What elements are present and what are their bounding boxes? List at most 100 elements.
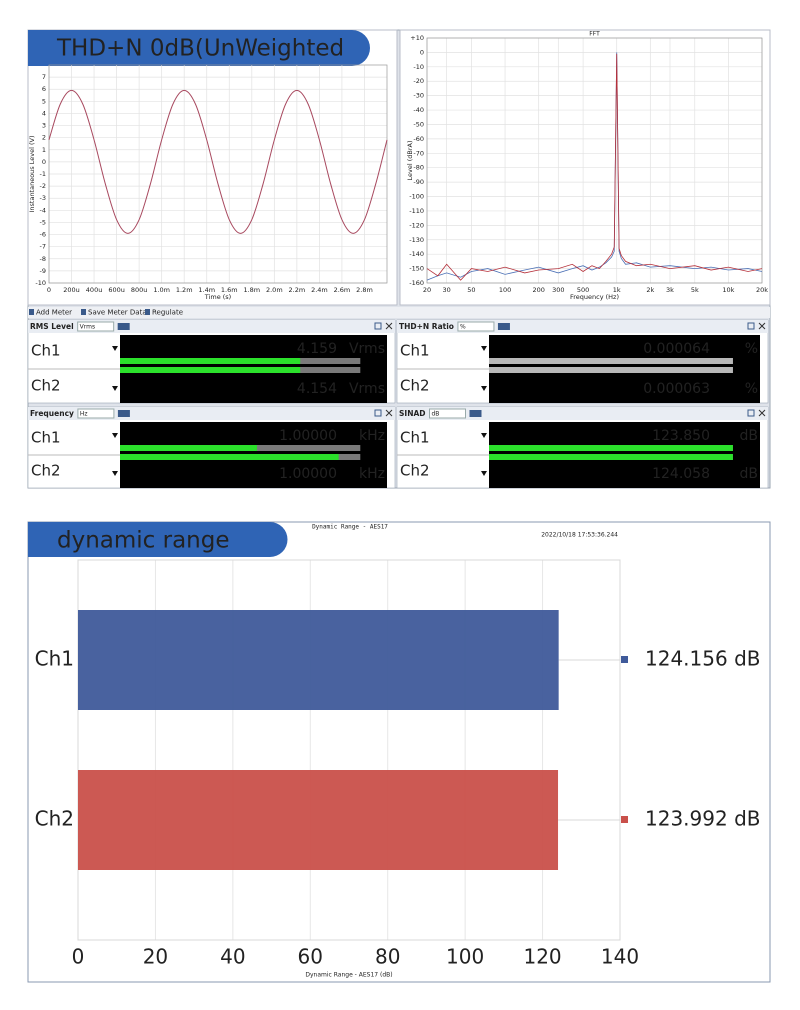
meter-value: 0.000064 xyxy=(643,341,710,357)
close-icon[interactable] xyxy=(385,409,393,417)
toolbar-button[interactable]: Add Meter xyxy=(36,309,72,317)
x-axis-label: Frequency (Hz) xyxy=(570,293,619,301)
channel-label: Ch2 xyxy=(31,377,61,395)
channel-dropdown[interactable] xyxy=(112,433,118,438)
x-axis-label: Time (s) xyxy=(204,293,231,301)
y-tick-label: 4 xyxy=(42,109,46,117)
y-tick-label: -60 xyxy=(413,135,424,143)
meter-value: 1.00000 xyxy=(279,428,337,444)
y-tick-label: -20 xyxy=(413,77,424,85)
y-tick-label: -80 xyxy=(413,164,424,172)
toolbar-icon xyxy=(81,309,86,315)
meter-unit: kHz xyxy=(359,466,385,482)
x-tick-label: 40 xyxy=(220,945,245,969)
meter-bar xyxy=(489,358,733,364)
popout-icon[interactable] xyxy=(747,322,755,330)
close-icon[interactable] xyxy=(385,322,393,330)
toolbar-button[interactable]: Regulate xyxy=(152,309,183,317)
x-tick-label: 10k xyxy=(722,286,734,294)
toolbar-icon xyxy=(29,309,34,315)
x-axis-label: Dynamic Range - AES17 (dB) xyxy=(305,972,392,979)
meter-unit: Vrms xyxy=(349,381,385,397)
x-tick-label: 100 xyxy=(499,286,511,294)
y-tick-label: 7 xyxy=(42,73,46,81)
unit-select[interactable]: dB xyxy=(432,410,440,417)
popout-icon[interactable] xyxy=(747,409,755,417)
toolbar-icon xyxy=(145,309,150,315)
close-icon[interactable] xyxy=(758,409,766,417)
y-tick-label: 2 xyxy=(42,134,46,142)
bar xyxy=(78,770,559,870)
meter-title: THD+N Ratio xyxy=(399,322,454,331)
unit-select[interactable]: Hz xyxy=(80,410,88,417)
meter-menu[interactable] xyxy=(117,323,130,330)
meter-value: 4.154 xyxy=(297,381,337,397)
channel-label: Ch1 xyxy=(400,342,430,360)
y-tick-label: -10 xyxy=(413,63,424,71)
unit-dropdown[interactable] xyxy=(77,408,115,419)
channel-dropdown[interactable] xyxy=(112,471,118,476)
popout-icon[interactable] xyxy=(374,322,382,330)
x-tick-label: 400u xyxy=(86,286,103,294)
channel-dropdown[interactable] xyxy=(481,433,487,438)
meter-value: 1.00000 xyxy=(279,466,337,482)
plot-frame xyxy=(48,64,388,284)
y-tick-label: -110 xyxy=(409,207,424,215)
y-tick-label: 5 xyxy=(42,97,46,105)
banner xyxy=(28,522,288,557)
channel-dropdown[interactable] xyxy=(112,346,118,351)
unit-select[interactable]: % xyxy=(460,323,466,330)
popout-icon[interactable] xyxy=(374,409,382,417)
x-tick-label: 1.4m xyxy=(198,286,215,294)
banner-text: THD+N 0dB(UnWeighted xyxy=(56,36,344,62)
y-tick-label: -1 xyxy=(40,170,46,178)
meter-unit: % xyxy=(745,341,758,357)
y-tick-label: -3 xyxy=(40,194,46,202)
meter-unit: dB xyxy=(740,466,759,482)
meter-title: SINAD xyxy=(399,409,426,418)
channel-dropdown[interactable] xyxy=(112,386,118,391)
unit-select[interactable]: Vrms xyxy=(80,323,95,330)
y-tick-label: -160 xyxy=(409,279,424,287)
meter-title: RMS Level xyxy=(30,322,74,331)
channel-dropdown[interactable] xyxy=(481,471,487,476)
x-tick-label: 60 xyxy=(298,945,323,969)
x-tick-label: 3k xyxy=(666,286,674,294)
toolbar-button[interactable]: Save Meter Data xyxy=(88,309,147,317)
y-tick-label: -9 xyxy=(40,267,46,275)
meter-menu[interactable] xyxy=(469,410,482,417)
x-tick-label: 2.6m xyxy=(334,286,351,294)
y-tick-label: -30 xyxy=(413,92,424,100)
meter-value: 124.058 xyxy=(652,466,710,482)
meter-menu[interactable] xyxy=(497,323,510,330)
y-axis-label: Instantaneous Level (V) xyxy=(28,135,36,212)
x-tick-label: 200 xyxy=(532,286,544,294)
meter-bar xyxy=(120,445,257,451)
x-tick-label: 200u xyxy=(63,286,80,294)
channel-label: Ch2 xyxy=(400,462,430,480)
x-tick-label: 2.2m xyxy=(289,286,306,294)
unit-dropdown[interactable] xyxy=(457,321,495,332)
channel-dropdown[interactable] xyxy=(481,386,487,391)
x-tick-label: 1.8m xyxy=(243,286,260,294)
x-tick-label: 30 xyxy=(443,286,451,294)
y-tick-label: -6 xyxy=(40,231,46,239)
unit-dropdown[interactable] xyxy=(77,321,115,332)
meter-title: Frequency xyxy=(30,409,74,418)
y-tick-label: -10 xyxy=(35,279,46,287)
category-label: Ch1 xyxy=(35,647,74,671)
y-tick-label: +10 xyxy=(410,34,424,42)
y-tick-label: -4 xyxy=(40,206,46,214)
close-icon[interactable] xyxy=(758,322,766,330)
x-tick-label: 20 xyxy=(143,945,168,969)
y-tick-label: -8 xyxy=(40,255,46,263)
data-line xyxy=(426,52,763,281)
channel-dropdown[interactable] xyxy=(481,346,487,351)
meter-menu[interactable] xyxy=(117,410,130,417)
y-tick-label: -40 xyxy=(413,106,424,114)
unit-dropdown[interactable] xyxy=(429,408,466,419)
bar-panel xyxy=(27,521,771,983)
x-tick-label: 800u xyxy=(131,286,148,294)
timestamp: 2022/10/18 17:53:36.244 xyxy=(541,532,618,539)
